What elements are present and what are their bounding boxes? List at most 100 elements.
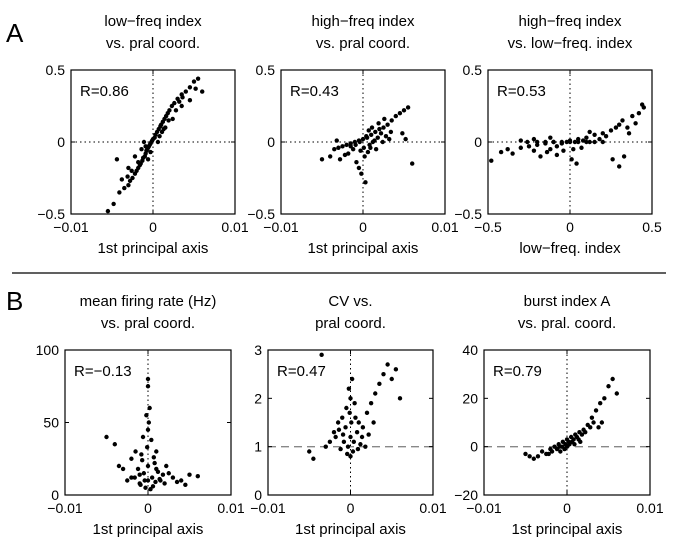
data-point bbox=[144, 413, 149, 418]
data-point bbox=[373, 129, 378, 135]
data-point bbox=[187, 472, 192, 477]
y-tick-label: 1 bbox=[254, 439, 262, 455]
data-point bbox=[525, 139, 530, 145]
data-point bbox=[167, 108, 172, 113]
x-axis-label: 1st principal axis bbox=[308, 240, 419, 257]
data-point bbox=[345, 444, 351, 449]
data-point bbox=[630, 113, 635, 119]
data-point bbox=[580, 138, 586, 143]
x-tick-label: −0.01 bbox=[263, 219, 299, 235]
data-point bbox=[544, 149, 550, 155]
data-point bbox=[352, 400, 357, 406]
data-point bbox=[606, 384, 611, 389]
y-tick-label: −20 bbox=[454, 487, 478, 503]
data-point bbox=[361, 145, 367, 150]
data-point bbox=[355, 446, 361, 452]
data-point bbox=[359, 434, 365, 440]
y-tick-label: 0 bbox=[254, 487, 262, 503]
data-point bbox=[348, 454, 353, 459]
data-point bbox=[563, 442, 568, 447]
data-point bbox=[343, 425, 348, 430]
data-point bbox=[125, 478, 130, 483]
data-point bbox=[126, 183, 131, 188]
data-point bbox=[333, 434, 338, 440]
data-point bbox=[149, 437, 154, 443]
data-point bbox=[596, 425, 601, 430]
y-tick-label: −0.5 bbox=[454, 206, 482, 222]
data-point bbox=[526, 144, 532, 149]
x-tick-label: −0.01 bbox=[53, 219, 89, 235]
data-point bbox=[584, 135, 589, 140]
data-point bbox=[331, 429, 337, 435]
data-point bbox=[583, 429, 588, 435]
data-point bbox=[353, 415, 358, 420]
data-point bbox=[193, 86, 198, 91]
chart-title-line: vs. pral coord. bbox=[106, 35, 200, 52]
data-point bbox=[401, 108, 407, 113]
data-point bbox=[360, 425, 366, 430]
data-point bbox=[140, 434, 146, 440]
x-axis-label: 1st principal axis bbox=[98, 240, 209, 257]
data-point bbox=[383, 134, 389, 139]
data-point bbox=[311, 456, 316, 461]
data-point bbox=[572, 139, 578, 145]
data-point bbox=[139, 147, 144, 152]
correlation-annotation: R=0.43 bbox=[290, 83, 339, 100]
data-point bbox=[377, 126, 382, 132]
data-point bbox=[600, 139, 605, 145]
data-point bbox=[164, 463, 169, 469]
data-point bbox=[527, 454, 532, 459]
data-point bbox=[187, 98, 193, 103]
data-point bbox=[551, 139, 556, 145]
data-point bbox=[152, 460, 157, 466]
data-point bbox=[558, 449, 563, 454]
x-tick-label: 0.01 bbox=[419, 500, 446, 516]
data-point bbox=[145, 376, 151, 382]
data-point bbox=[195, 473, 200, 479]
data-point bbox=[535, 139, 540, 145]
data-point bbox=[350, 449, 356, 454]
data-point bbox=[155, 139, 161, 145]
data-point bbox=[363, 180, 368, 185]
data-point bbox=[332, 147, 337, 152]
data-point bbox=[579, 432, 585, 437]
data-point bbox=[393, 367, 399, 372]
data-point bbox=[367, 142, 372, 148]
data-point bbox=[620, 118, 625, 123]
chart-title-line: mean firing rate (Hz) bbox=[80, 293, 217, 310]
chart-title-line: burst index A bbox=[524, 293, 611, 310]
x-tick-label: 0.01 bbox=[431, 219, 458, 235]
data-point bbox=[389, 118, 394, 123]
data-point bbox=[546, 451, 551, 457]
y-tick-label: 3 bbox=[254, 342, 262, 358]
data-point bbox=[336, 145, 341, 150]
data-point bbox=[489, 158, 494, 163]
data-point bbox=[371, 420, 376, 425]
data-point bbox=[598, 400, 603, 406]
data-point bbox=[510, 151, 515, 156]
data-point bbox=[571, 147, 576, 152]
data-point bbox=[360, 136, 366, 142]
data-point bbox=[157, 134, 162, 139]
y-tick-label: 20 bbox=[462, 390, 478, 406]
data-point bbox=[587, 139, 592, 145]
data-point bbox=[375, 135, 380, 140]
data-point bbox=[589, 415, 595, 420]
data-point bbox=[119, 177, 125, 182]
data-point bbox=[337, 157, 343, 162]
data-point bbox=[591, 420, 596, 425]
data-point bbox=[145, 427, 151, 432]
data-point bbox=[372, 138, 377, 143]
chart-title-line: low−freq index bbox=[104, 13, 202, 30]
data-point bbox=[593, 408, 599, 413]
data-point bbox=[180, 95, 185, 100]
data-point bbox=[554, 152, 560, 158]
y-tick-label: 0 bbox=[474, 134, 482, 150]
data-point bbox=[523, 451, 528, 457]
chart-title-line: high−freq index bbox=[519, 13, 622, 30]
correlation-annotation: R=0.53 bbox=[497, 83, 546, 100]
x-axis-label: low−freq. index bbox=[519, 240, 621, 257]
data-point bbox=[344, 405, 349, 411]
